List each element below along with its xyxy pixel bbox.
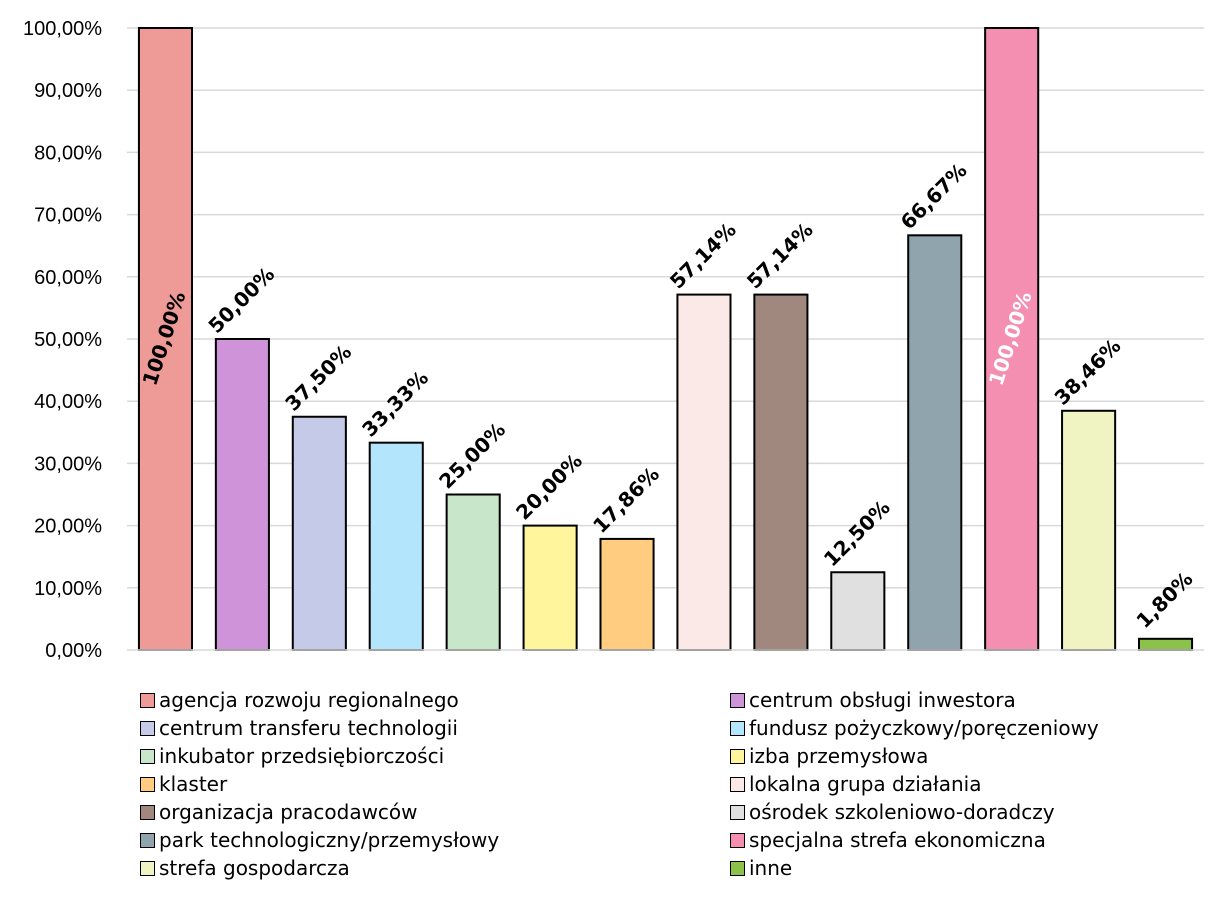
legend-swatch <box>140 720 155 736</box>
legend-item: ośrodek szkoleniowo-doradczy <box>730 798 1200 826</box>
bar <box>368 441 424 652</box>
legend-label: lokalna grupa działania <box>749 772 982 796</box>
y-tick-label: 30,00% <box>34 453 102 475</box>
legend-item: organizacja pracodawców <box>140 798 730 826</box>
data-label: 33,33% <box>357 366 433 442</box>
legend-item: specjalna strefa ekonomiczna <box>730 826 1200 854</box>
legend-label: centrum obsługi inwestora <box>749 688 1016 712</box>
bar <box>291 415 347 651</box>
bar <box>214 338 270 651</box>
legend-label: klaster <box>159 772 228 796</box>
legend-swatch <box>140 692 155 708</box>
legend-swatch <box>140 804 155 820</box>
bar <box>1061 409 1117 652</box>
legend-swatch <box>140 748 155 764</box>
data-label: 66,67% <box>896 158 972 234</box>
bar <box>907 234 963 652</box>
data-label: 12,50% <box>819 495 895 571</box>
bar-chart: 0,00% 10,00% 20,00% 30,00% 40,00% 50,00% 60,00… <box>23 18 1204 662</box>
legend-swatch <box>730 832 745 848</box>
legend-swatch <box>140 860 155 876</box>
y-tick-label: 70,00% <box>34 205 102 227</box>
data-label: 1,80% <box>1131 567 1197 633</box>
legend-label: fundusz pożyczkowy/poręczeniowy <box>749 716 1099 740</box>
y-tick-label: 40,00% <box>34 391 102 413</box>
legend-item: inne <box>730 854 1200 882</box>
legend-label: strefa gospodarcza <box>159 856 350 880</box>
data-label: 38,46% <box>1050 334 1126 410</box>
legend-label: ośrodek szkoleniowo-doradczy <box>749 800 1055 824</box>
bar <box>522 524 578 651</box>
y-axis-ticks: 0,00% 10,00% 20,00% 30,00% 40,00% 50,00% 60,00… <box>23 18 102 662</box>
legend-label: inne <box>749 856 793 880</box>
data-label: 20,00% <box>511 449 587 525</box>
legend-item: centrum transferu technologii <box>140 714 730 742</box>
legend-swatch <box>140 832 155 848</box>
gridlines <box>127 27 1204 589</box>
legend-swatch <box>730 860 745 876</box>
legend-label: izba przemysłowa <box>749 744 929 768</box>
legend-swatch <box>730 804 745 820</box>
legend-item: park technologiczny/przemysłowy <box>140 826 730 854</box>
legend-item: strefa gospodarcza <box>140 854 730 882</box>
legend-item: inkubator przedsiębiorczości <box>140 742 730 770</box>
legend-label: centrum transferu technologii <box>159 716 458 740</box>
legend-item: lokalna grupa działania <box>730 770 1200 798</box>
bar <box>599 537 655 652</box>
y-tick-label: 10,00% <box>34 578 102 600</box>
legend-label: inkubator przedsiębiorczości <box>159 744 445 768</box>
legend-swatch <box>730 748 745 764</box>
legend-item: klaster <box>140 770 730 798</box>
data-label: 37,50% <box>280 340 356 416</box>
y-tick-label: 100,00% <box>23 18 102 40</box>
legend-item: agencja rozwoju regionalnego <box>140 686 730 714</box>
y-tick-label: 0,00% <box>45 640 102 662</box>
legend-item: fundusz pożyczkowy/poręczeniowy <box>730 714 1200 742</box>
bar <box>1137 637 1194 652</box>
data-label: 50,00% <box>203 262 279 338</box>
data-label: 57,14% <box>742 218 818 294</box>
bar <box>984 27 1040 651</box>
legend-swatch <box>730 720 745 736</box>
legend-swatch <box>730 692 745 708</box>
legend: agencja rozwoju regionalnego centrum obsł… <box>140 686 1200 882</box>
y-tick-label: 60,00% <box>34 267 102 289</box>
data-label: 57,14% <box>665 218 741 294</box>
data-label: 17,86% <box>588 462 664 538</box>
y-tick-label: 50,00% <box>34 329 102 351</box>
data-label: 25,00% <box>434 417 510 493</box>
legend-swatch <box>730 776 745 792</box>
bar <box>137 27 194 651</box>
legend-label: agencja rozwoju regionalnego <box>159 688 459 712</box>
bar <box>830 571 886 651</box>
legend-label: specjalna strefa ekonomiczna <box>749 828 1046 852</box>
y-tick-label: 20,00% <box>34 516 102 538</box>
legend-label: organizacja pracodawców <box>159 800 418 824</box>
legend-swatch <box>140 776 155 792</box>
bar <box>753 293 809 651</box>
legend-item: centrum obsługi inwestora <box>730 686 1200 714</box>
bar <box>676 293 732 651</box>
legend-item: izba przemysłowa <box>730 742 1200 770</box>
legend-label: park technologiczny/przemysłowy <box>159 828 500 852</box>
y-tick-label: 90,00% <box>34 80 102 102</box>
y-tick-label: 80,00% <box>34 142 102 164</box>
bar <box>445 493 501 651</box>
